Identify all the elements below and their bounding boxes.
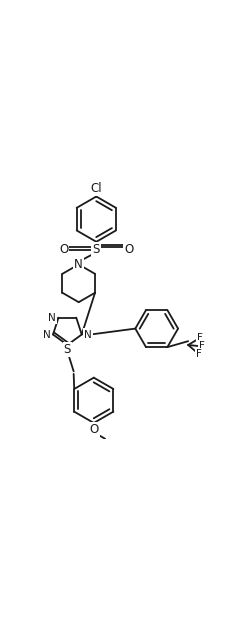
Text: Cl: Cl xyxy=(90,182,102,195)
Text: N: N xyxy=(74,258,83,271)
Text: N: N xyxy=(48,313,56,323)
Text: F: F xyxy=(196,333,202,343)
Text: O: O xyxy=(124,243,133,256)
Text: F: F xyxy=(195,349,201,359)
Text: S: S xyxy=(92,243,100,256)
Text: O: O xyxy=(59,243,68,256)
Text: N: N xyxy=(84,330,91,339)
Text: O: O xyxy=(89,423,98,436)
Text: S: S xyxy=(64,343,71,356)
Text: N: N xyxy=(43,330,50,339)
Text: F: F xyxy=(198,341,204,351)
